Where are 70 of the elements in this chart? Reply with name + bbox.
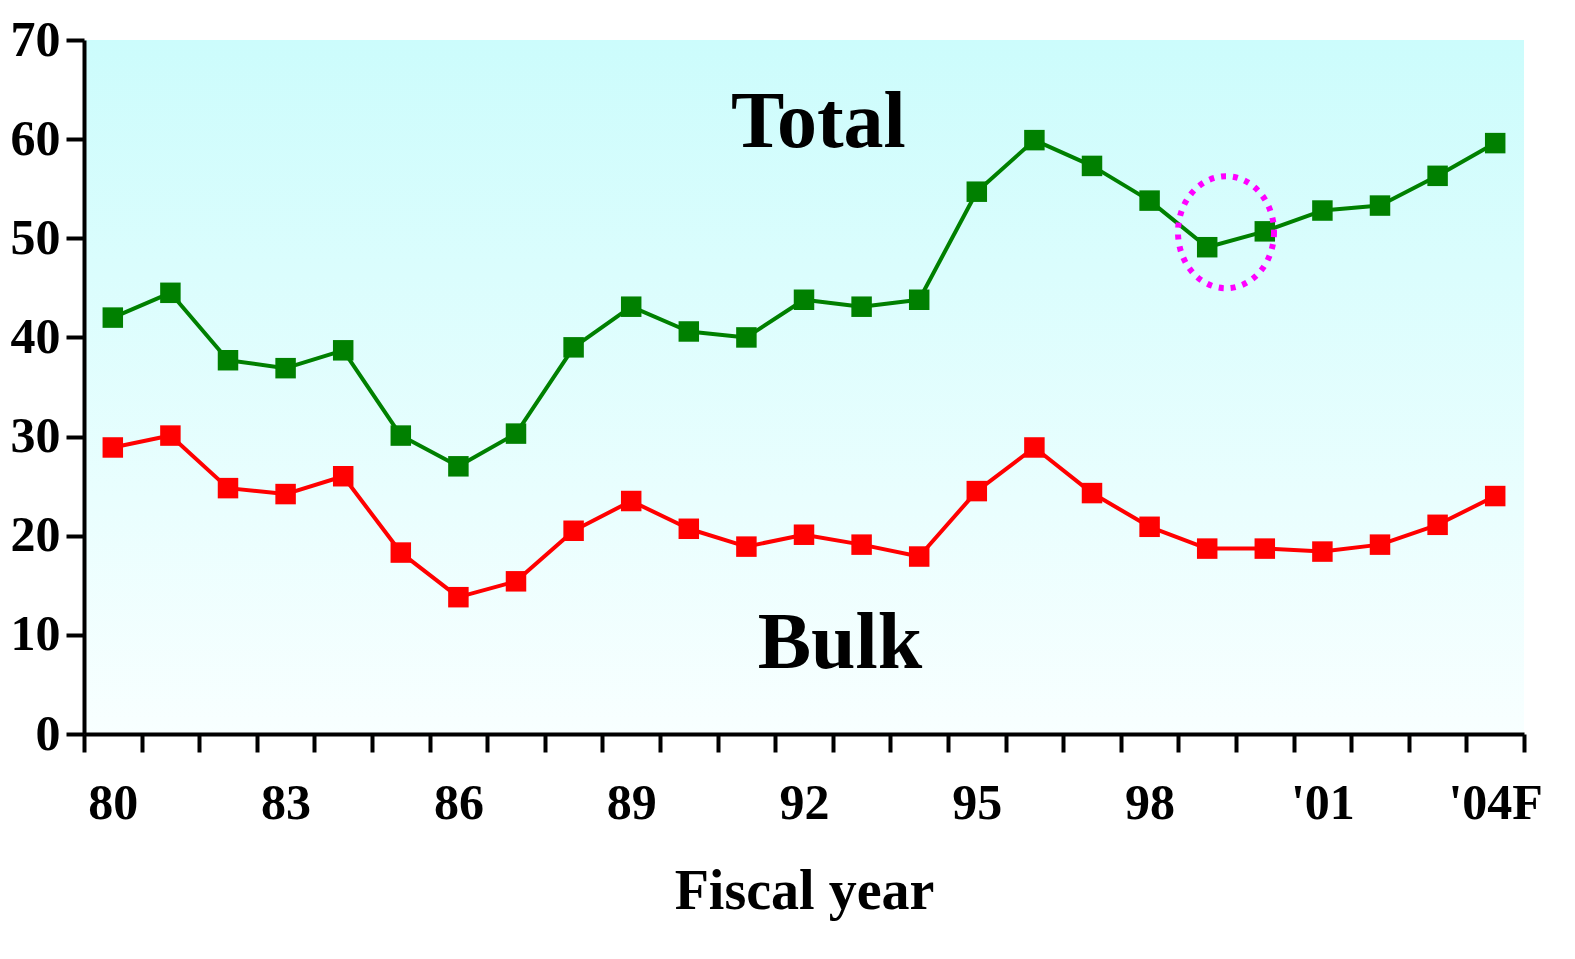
y-tick-label: 50 <box>10 208 61 265</box>
point <box>851 296 872 317</box>
y-tick-label: 10 <box>10 605 61 662</box>
point <box>1312 200 1333 221</box>
point <box>332 465 354 487</box>
point <box>851 534 872 555</box>
point <box>448 456 469 477</box>
y-tick-label: 60 <box>10 109 61 166</box>
x-tick-label: 92 <box>779 773 830 830</box>
point <box>793 524 815 545</box>
point <box>275 357 296 379</box>
y-tick-label: 30 <box>10 407 61 464</box>
y-tick-label: 40 <box>10 307 61 364</box>
point <box>563 337 584 358</box>
point <box>1081 155 1103 177</box>
point <box>160 425 181 446</box>
point <box>1312 541 1333 562</box>
point <box>1139 516 1160 538</box>
point <box>1484 485 1506 507</box>
y-tick-label: 0 <box>35 704 61 761</box>
point <box>332 340 354 361</box>
x-tick-label: 80 <box>88 773 139 830</box>
point <box>505 423 527 444</box>
y-tick-label: 20 <box>10 506 61 563</box>
point <box>1369 534 1391 555</box>
x-tick-label: '01 <box>1290 773 1355 830</box>
point <box>966 181 988 202</box>
series-label: Total <box>730 76 906 165</box>
x-tick-label: 83 <box>261 773 312 830</box>
point <box>1196 538 1218 559</box>
x-axis-title: Fiscal year <box>674 858 935 921</box>
point <box>102 437 124 458</box>
point <box>1369 195 1391 216</box>
point <box>1081 482 1103 504</box>
point <box>1254 538 1276 559</box>
x-tick-label: '04F <box>1448 773 1543 830</box>
y-tick-label: 70 <box>10 10 61 67</box>
point <box>1139 190 1160 211</box>
point <box>217 349 239 371</box>
point <box>736 536 757 557</box>
point <box>160 282 181 304</box>
point <box>966 480 988 502</box>
point <box>1484 132 1506 154</box>
point <box>1024 437 1045 458</box>
point <box>793 289 815 310</box>
point <box>448 586 469 608</box>
point <box>678 518 700 540</box>
x-tick-label: 89 <box>606 773 657 830</box>
point <box>1427 514 1448 536</box>
point <box>1024 129 1045 151</box>
point <box>275 483 296 505</box>
point <box>908 289 930 310</box>
point <box>102 307 124 328</box>
point <box>563 520 584 541</box>
series-label: Bulk <box>757 596 923 685</box>
point <box>505 571 527 592</box>
x-tick-label: 86 <box>433 773 484 830</box>
point <box>217 477 239 499</box>
point <box>620 296 642 317</box>
point <box>1196 236 1218 258</box>
point <box>678 321 700 342</box>
point <box>908 546 930 567</box>
point <box>620 490 642 512</box>
point <box>390 425 412 446</box>
point <box>1254 221 1276 242</box>
point <box>736 327 757 348</box>
x-tick-label: 98 <box>1125 773 1176 830</box>
point <box>390 542 412 563</box>
x-tick-label: 95 <box>952 773 1003 830</box>
point <box>1427 165 1448 187</box>
